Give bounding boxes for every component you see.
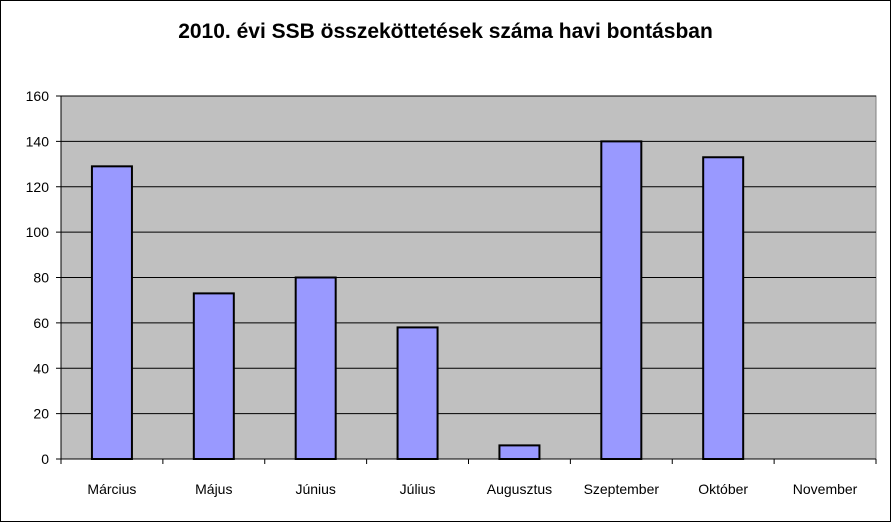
y-tick-label: 100 — [26, 224, 50, 240]
y-tick-label: 140 — [26, 133, 50, 149]
y-tick-label: 120 — [26, 179, 50, 195]
bar-szeptember — [600, 140, 643, 460]
y-tick-label: 20 — [33, 406, 49, 422]
x-category-labels: Március Május Június Július Augusztus Szeptem… — [87, 481, 857, 497]
y-tick-label: 0 — [41, 451, 49, 467]
bars — [90, 140, 745, 461]
bar-július — [396, 326, 439, 460]
bar-március — [90, 165, 133, 461]
bar-augusztus — [498, 444, 541, 461]
x-category-label: Május — [195, 481, 232, 497]
bar-október — [702, 156, 745, 460]
y-tick-label: 160 — [26, 88, 50, 104]
x-category-label: November — [793, 481, 858, 497]
y-tick-label: 80 — [33, 270, 49, 286]
y-tick-label: 40 — [33, 360, 49, 376]
x-category-label: Október — [698, 481, 748, 497]
y-tick-labels: 0 20 40 60 80 100 120 140 160 — [26, 88, 50, 467]
bar-június — [294, 276, 337, 460]
bar-május — [192, 292, 235, 460]
chart-title: 2010. évi SSB összeköttetések száma havi… — [178, 20, 713, 43]
x-category-label: Augusztus — [487, 481, 552, 497]
y-tick-label: 60 — [33, 315, 49, 331]
x-category-label: Március — [87, 481, 136, 497]
x-category-label: Szeptember — [584, 481, 660, 497]
axes — [56, 95, 877, 464]
x-category-label: Június — [295, 481, 335, 497]
x-category-label: Július — [400, 481, 436, 497]
